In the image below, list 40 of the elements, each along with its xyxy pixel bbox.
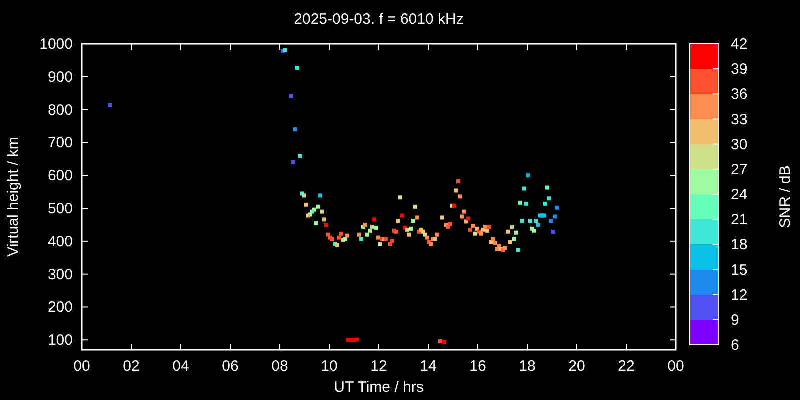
x-tick-label: 12 — [370, 358, 388, 375]
y-tick-label: 1000 — [40, 36, 73, 53]
y-tick-label: 500 — [48, 200, 73, 218]
x-axis-title: UT Time / hrs — [334, 379, 424, 396]
x-tick-label: 22 — [618, 358, 635, 375]
x-tick-label: 02 — [123, 358, 140, 375]
x-tick-label: 20 — [568, 358, 586, 375]
y-tick-label: 700 — [48, 134, 73, 152]
color-bar-label: 33 — [731, 111, 748, 128]
color-bar-label: 30 — [731, 136, 748, 154]
color-bar-label: 36 — [731, 86, 748, 104]
y-tick-label: 900 — [48, 68, 73, 86]
y-tick-label: 300 — [48, 266, 73, 284]
color-bar-label: 9 — [731, 312, 740, 329]
y-tick-label: 800 — [48, 102, 73, 119]
x-tick-label: 04 — [172, 358, 190, 375]
chart-title: 2025-09-03. f = 6010 kHz — [294, 11, 464, 28]
x-tick-label: 08 — [272, 358, 288, 375]
color-bar-label: 42 — [731, 36, 748, 53]
x-tick-label: 06 — [222, 358, 239, 375]
x-tick-label: 16 — [470, 358, 486, 375]
x-tick-label: 18 — [519, 358, 536, 375]
color-bar-label: 21 — [731, 212, 748, 229]
x-tick-label: 14 — [420, 358, 437, 375]
color-bar-label: 6 — [731, 337, 740, 354]
color-bar-title: SNR / dB — [777, 166, 794, 228]
y-tick-label: 400 — [48, 233, 73, 250]
y-tick-label: 600 — [48, 168, 73, 185]
x-tick-label: 10 — [321, 358, 338, 375]
y-axis-title: Virtual height / km — [5, 137, 22, 257]
x-tick-label: 00 — [74, 358, 90, 375]
color-bar-label: 18 — [731, 236, 748, 254]
y-tick-label: 100 — [48, 332, 73, 350]
color-bar-label: 24 — [731, 186, 748, 204]
color-bar-label: 39 — [731, 61, 748, 78]
color-bar-label: 27 — [731, 161, 748, 178]
color-bar-label: 12 — [731, 286, 748, 304]
x-tick-label: 00 — [668, 358, 684, 375]
color-bar-label: 15 — [731, 262, 748, 279]
y-tick-label: 200 — [48, 299, 73, 316]
